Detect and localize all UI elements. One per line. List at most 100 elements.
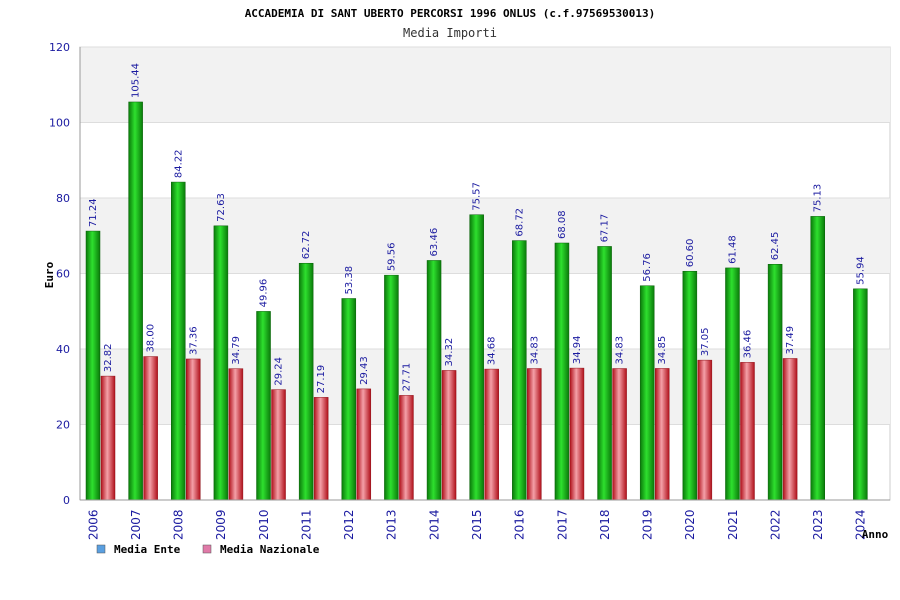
bar-media-nazionale bbox=[484, 368, 499, 501]
data-label: 60.60 bbox=[685, 239, 696, 268]
x-tick-label: 2012 bbox=[342, 509, 356, 540]
x-tick-label: 2018 bbox=[598, 509, 612, 540]
legend-swatch bbox=[96, 544, 106, 554]
data-label: 32.82 bbox=[103, 343, 114, 372]
data-label: 34.85 bbox=[657, 336, 668, 365]
data-label: 63.46 bbox=[429, 228, 440, 257]
x-tick-label: 2014 bbox=[427, 509, 441, 540]
bar-media-ente bbox=[426, 260, 442, 501]
data-label: 84.22 bbox=[173, 149, 184, 178]
bar-media-ente bbox=[469, 214, 484, 501]
x-tick-label: 2016 bbox=[513, 509, 527, 540]
x-tick-label: 2024 bbox=[854, 509, 868, 540]
y-tick-label: 120 bbox=[49, 41, 70, 54]
bar-media-ente bbox=[554, 242, 570, 501]
bar-media-nazionale bbox=[356, 388, 372, 501]
bar-media-ente bbox=[639, 285, 655, 501]
bar-media-nazionale bbox=[186, 358, 201, 501]
bar-media-nazionale bbox=[271, 389, 286, 501]
bar-media-ente bbox=[85, 230, 101, 501]
legend-swatch bbox=[202, 544, 212, 554]
y-tick-label: 40 bbox=[56, 343, 70, 356]
data-label: 37.05 bbox=[700, 327, 711, 356]
y-axis-label: Euro bbox=[43, 261, 56, 288]
data-label: 34.79 bbox=[231, 336, 242, 365]
x-tick-label: 2022 bbox=[768, 509, 782, 540]
bar-media-nazionale bbox=[441, 370, 457, 501]
x-tick-label: 2021 bbox=[726, 509, 740, 540]
data-label: 62.72 bbox=[301, 231, 312, 260]
bar-media-ente bbox=[256, 311, 271, 501]
x-tick-label: 2015 bbox=[470, 509, 484, 540]
data-label: 49.96 bbox=[259, 279, 270, 308]
data-label: 34.68 bbox=[487, 336, 498, 365]
bar-media-nazionale bbox=[228, 368, 244, 501]
data-label: 62.45 bbox=[770, 232, 781, 261]
data-label: 29.24 bbox=[274, 357, 285, 386]
data-label: 37.36 bbox=[188, 326, 199, 355]
x-tick-label: 2010 bbox=[257, 509, 271, 540]
data-label: 71.24 bbox=[88, 198, 99, 227]
x-tick-label: 2008 bbox=[172, 509, 186, 540]
grid-band bbox=[80, 198, 890, 274]
bar-media-nazionale bbox=[527, 368, 542, 501]
legend-label: Media Nazionale bbox=[220, 543, 320, 556]
data-label: 36.46 bbox=[742, 330, 753, 359]
bar-media-ente bbox=[682, 270, 698, 501]
bar-media-nazionale bbox=[399, 395, 414, 501]
bar-media-nazionale bbox=[313, 397, 329, 501]
bar-media-nazionale bbox=[654, 368, 670, 501]
bar-media-ente bbox=[213, 225, 229, 501]
data-label: 34.83 bbox=[529, 336, 540, 365]
data-label: 27.71 bbox=[401, 363, 412, 392]
bar-media-nazionale bbox=[782, 358, 798, 501]
bar-media-ente bbox=[597, 246, 612, 501]
data-label: 56.76 bbox=[642, 253, 653, 282]
y-tick-label: 20 bbox=[56, 419, 70, 432]
x-tick-label: 2020 bbox=[683, 509, 697, 540]
data-label: 34.83 bbox=[615, 336, 626, 365]
bar-media-ente bbox=[128, 101, 143, 501]
bar-media-nazionale bbox=[569, 367, 585, 501]
bar-media-ente bbox=[810, 216, 825, 501]
bar-media-ente bbox=[512, 240, 527, 501]
data-label: 72.63 bbox=[216, 193, 227, 222]
data-label: 75.13 bbox=[813, 184, 824, 213]
bar-media-ente bbox=[171, 181, 186, 501]
bar-media-nazionale bbox=[143, 356, 158, 501]
x-tick-label: 2009 bbox=[214, 509, 228, 540]
y-tick-label: 60 bbox=[56, 268, 70, 281]
x-tick-label: 2023 bbox=[811, 509, 825, 540]
data-label: 68.72 bbox=[514, 208, 525, 237]
data-label: 75.57 bbox=[472, 182, 483, 211]
y-axis: 0 20 40 60 80 100 120 bbox=[49, 41, 81, 507]
data-label: 55.94 bbox=[855, 256, 866, 285]
x-tick-label: 2011 bbox=[299, 509, 313, 540]
bar-media-ente bbox=[298, 262, 314, 501]
bar-media-nazionale bbox=[100, 375, 116, 501]
x-axis-label: Anno bbox=[862, 528, 889, 541]
grid-band bbox=[80, 47, 890, 123]
x-tick-label: 2019 bbox=[641, 509, 655, 540]
chart-subtitle: Media Importi bbox=[403, 26, 497, 40]
legend-label: Media Ente bbox=[114, 543, 181, 556]
data-label: 59.56 bbox=[386, 243, 397, 272]
bar-media-ente bbox=[725, 267, 740, 501]
bar-media-nazionale bbox=[612, 368, 627, 501]
x-tick-label: 2006 bbox=[86, 509, 100, 540]
x-tick-label: 2013 bbox=[385, 509, 399, 540]
data-label: 34.94 bbox=[572, 335, 583, 364]
data-label: 61.48 bbox=[727, 235, 738, 264]
bar-media-ente bbox=[853, 288, 868, 501]
x-axis: 2006 2007 2008 2009 2010 2011 2012 2013 2014 2015… bbox=[80, 499, 890, 540]
bar-media-ente bbox=[341, 298, 357, 501]
chart-title: ACCADEMIA DI SANT UBERTO PERCORSI 1996 O… bbox=[245, 7, 656, 20]
y-tick-label: 100 bbox=[49, 117, 70, 130]
data-label: 68.08 bbox=[557, 210, 568, 239]
y-tick-label: 80 bbox=[56, 192, 70, 205]
x-tick-label: 2017 bbox=[555, 509, 569, 540]
data-label: 27.19 bbox=[316, 365, 327, 394]
data-label: 37.49 bbox=[785, 326, 796, 355]
data-label: 34.32 bbox=[444, 338, 455, 367]
